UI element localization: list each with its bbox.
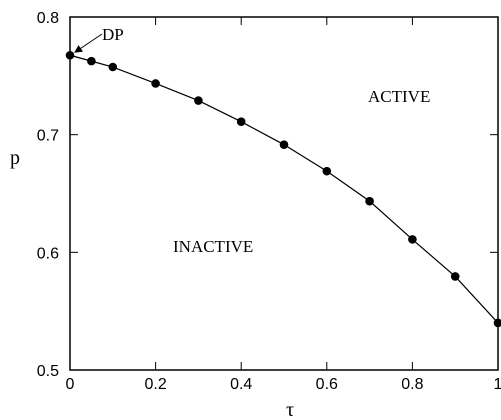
- annotation-dp: DP: [102, 25, 124, 44]
- data-point: [493, 318, 501, 328]
- data-point: [279, 140, 289, 149]
- y-axis-label: p: [10, 147, 20, 169]
- y-tick-label: 0.5: [37, 363, 59, 380]
- data-point: [365, 196, 374, 206]
- annotation-active: ACTIVE: [368, 87, 430, 106]
- data-point: [108, 62, 118, 72]
- x-tick-label: 0.8: [401, 376, 423, 393]
- annotation-arrow: [74, 33, 103, 53]
- data-point: [408, 235, 417, 244]
- y-axis-ticks: 0.5 0.6 0.7 0.8: [37, 10, 498, 380]
- series-line: [69, 54, 499, 324]
- series-group: [65, 50, 501, 328]
- y-tick-label: 0.6: [37, 245, 59, 262]
- x-tick-label: 0.6: [316, 376, 338, 393]
- data-point: [151, 79, 160, 88]
- data-point: [236, 117, 246, 127]
- x-tick-label: 1: [494, 376, 501, 393]
- x-tick-label: 0.4: [230, 376, 252, 393]
- x-tick-label: 0.2: [144, 376, 166, 393]
- x-tick-label: 0: [66, 376, 75, 393]
- annotation-inactive: INACTIVE: [173, 237, 253, 256]
- plot-frame: [69, 16, 499, 371]
- plot-frame-group: [69, 16, 499, 371]
- annotation-group: DP ACTIVE INACTIVE: [74, 25, 430, 256]
- y-tick-label: 0.8: [37, 10, 59, 27]
- data-point: [87, 56, 96, 66]
- data-point: [65, 50, 75, 60]
- y-tick-label: 0.7: [37, 128, 59, 145]
- data-point: [450, 272, 460, 281]
- data-point: [194, 96, 203, 105]
- data-point: [322, 166, 332, 176]
- x-axis-label: τ: [286, 399, 294, 420]
- x-axis-ticks: 0 0.2 0.4 0.6 0.8 1: [66, 17, 501, 393]
